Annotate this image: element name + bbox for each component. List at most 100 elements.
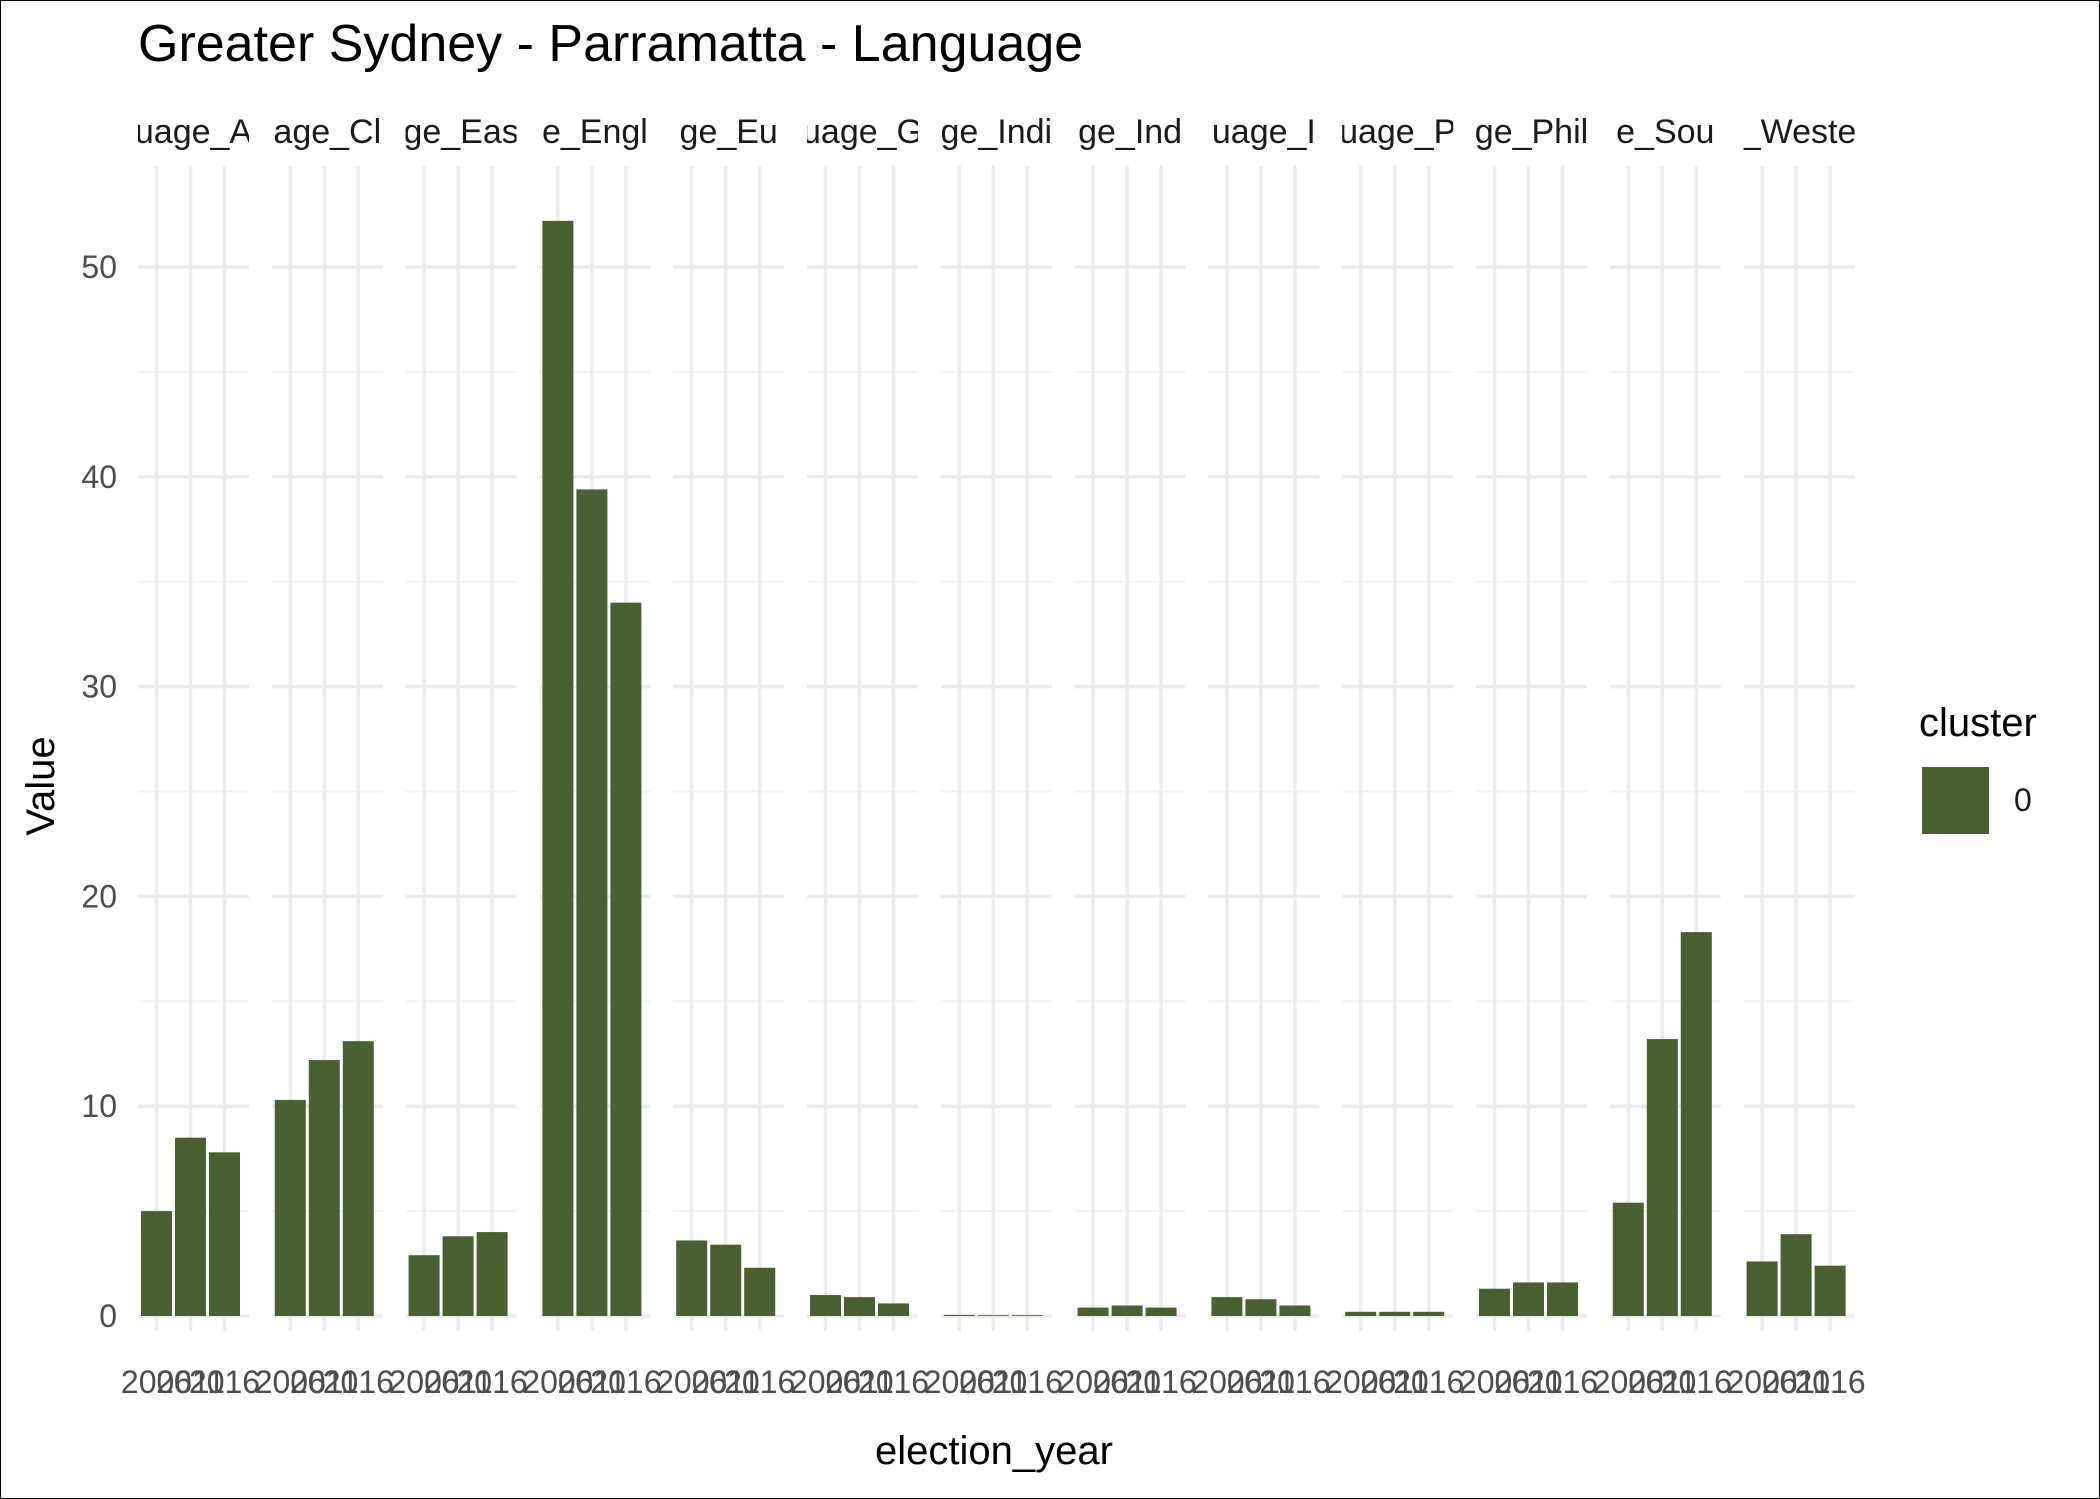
bar xyxy=(1646,1039,1678,1316)
facet-strip-label: uage_I xyxy=(1212,113,1316,151)
x-tick-label: 2011 xyxy=(1360,1364,1429,1400)
plot-area: uage_A200620112016age_Cl200620112016ge_E… xyxy=(81,113,1865,1400)
x-tick-label: 2016 xyxy=(457,1364,528,1400)
facet-strip-label: ge_Phil xyxy=(1475,113,1588,151)
x-tick-label: 2016 xyxy=(1661,1364,1732,1400)
bar xyxy=(342,1041,374,1316)
legend: cluster 0 xyxy=(1919,701,2037,834)
bar xyxy=(408,1255,440,1316)
x-tick-label: 2016 xyxy=(858,1364,929,1400)
legend-swatch xyxy=(1922,767,1989,834)
x-tick-label: 2006 xyxy=(1459,1364,1530,1400)
x-tick-label: 2016 xyxy=(1527,1364,1598,1400)
bar xyxy=(1814,1265,1846,1316)
bar xyxy=(1211,1297,1243,1316)
x-tick-label: 2016 xyxy=(1259,1364,1330,1400)
x-tick-label: 2016 xyxy=(323,1364,394,1400)
facet-strip-label: ge_Eu xyxy=(680,113,778,151)
facet-strip-label: _Weste xyxy=(1741,113,1857,151)
facet-strip-label: uage_G xyxy=(802,113,923,151)
legend-label: 0 xyxy=(2014,782,2032,818)
x-tick-label: 2011 xyxy=(156,1364,225,1400)
facet-strip-label: uage_A xyxy=(135,113,253,151)
x-tick-label: 2011 xyxy=(1494,1364,1563,1400)
x-tick-label: 2011 xyxy=(1093,1364,1162,1400)
bar xyxy=(175,1137,206,1316)
x-tick-label: 2011 xyxy=(1226,1364,1295,1400)
x-tick-label: 2006 xyxy=(656,1364,727,1400)
x-tick-label: 2011 xyxy=(825,1364,894,1400)
bar xyxy=(576,489,608,1316)
bar xyxy=(878,1303,909,1316)
x-tick-label: 2006 xyxy=(1191,1364,1262,1400)
x-tick-label: 2011 xyxy=(290,1364,359,1400)
bar xyxy=(442,1236,474,1316)
facet-strip-label: e_Sou xyxy=(1616,113,1714,151)
bar xyxy=(1379,1311,1411,1316)
x-tick-label: 2006 xyxy=(522,1364,593,1400)
x-tick-label: 2006 xyxy=(255,1364,326,1400)
facet-strip-label: ge_Ind xyxy=(1078,113,1182,151)
facet-strip-label: uage_P xyxy=(1339,113,1456,151)
bar xyxy=(1746,1261,1778,1316)
x-tick-label: 2016 xyxy=(1393,1364,1464,1400)
y-tick-label: 10 xyxy=(81,1088,117,1124)
y-axis-title: Value xyxy=(19,736,63,835)
facet-strip-label: age_Cl xyxy=(273,113,381,151)
x-tick-label: 2011 xyxy=(1628,1364,1697,1400)
bar xyxy=(710,1244,742,1316)
facet-strip-label: ge_Eas xyxy=(403,113,518,151)
bar xyxy=(542,220,574,1316)
x-tick-label: 2006 xyxy=(924,1364,995,1400)
bar xyxy=(1612,1202,1644,1316)
bar xyxy=(977,1315,1009,1316)
x-tick-label: 2016 xyxy=(1126,1364,1197,1400)
x-tick-label: 2006 xyxy=(1593,1364,1664,1400)
bar xyxy=(1245,1299,1277,1316)
bar xyxy=(1145,1307,1177,1316)
bar xyxy=(943,1314,975,1316)
bar xyxy=(1111,1305,1143,1316)
x-tick-label: 2006 xyxy=(1325,1364,1396,1400)
facet-strip-label: e_Engl xyxy=(542,113,648,151)
x-tick-label: 2011 xyxy=(959,1364,1028,1400)
x-tick-label: 2006 xyxy=(1727,1364,1798,1400)
bar xyxy=(1680,932,1712,1316)
x-tick-label: 2016 xyxy=(992,1364,1063,1400)
x-tick-label: 2016 xyxy=(189,1364,260,1400)
x-tick-label: 2006 xyxy=(389,1364,460,1400)
y-tick-label: 0 xyxy=(99,1298,117,1334)
x-tick-label: 2011 xyxy=(691,1364,760,1400)
bar xyxy=(676,1240,708,1316)
bar xyxy=(274,1099,306,1316)
bar xyxy=(209,1152,240,1316)
bar xyxy=(1413,1311,1445,1316)
bar xyxy=(1780,1234,1812,1316)
chart-title: Greater Sydney - Parramatta - Language xyxy=(138,15,1083,73)
bar xyxy=(141,1211,172,1316)
x-tick-label: 2011 xyxy=(1762,1364,1831,1400)
x-tick-label: 2006 xyxy=(1058,1364,1129,1400)
x-tick-label: 2016 xyxy=(590,1364,661,1400)
y-tick-label: 20 xyxy=(81,878,117,914)
bar xyxy=(476,1232,508,1316)
bar xyxy=(810,1295,841,1316)
bar xyxy=(844,1297,875,1316)
x-tick-label: 2006 xyxy=(121,1364,192,1400)
y-tick-label: 50 xyxy=(81,249,117,285)
bar xyxy=(1279,1305,1311,1316)
bar xyxy=(744,1267,776,1316)
